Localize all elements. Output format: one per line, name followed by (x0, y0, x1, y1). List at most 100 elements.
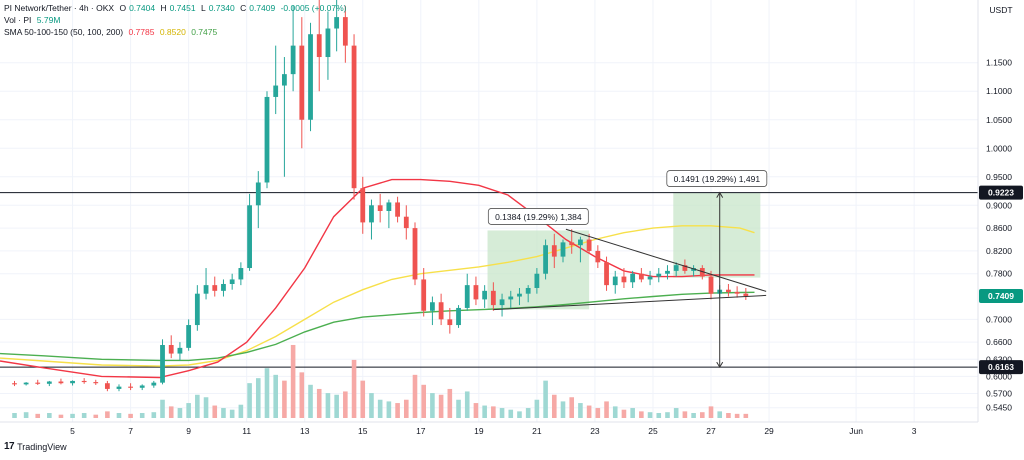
volume-bar (247, 383, 252, 418)
tradingview-icon: 17 (4, 441, 15, 452)
volume-bar (299, 372, 305, 418)
candle-body (456, 307, 461, 326)
candle-body (421, 279, 427, 311)
candle-body (699, 268, 705, 277)
candle-body (160, 345, 165, 383)
candle-body (708, 276, 714, 294)
price-tick-label: 0.6300 (986, 354, 1012, 364)
volume-bar (691, 413, 696, 418)
price-tick-label: 1.0500 (986, 115, 1012, 125)
candle-body (299, 45, 305, 120)
volume-bar (343, 391, 348, 418)
price-label-box (979, 360, 1023, 375)
candle-body (412, 228, 418, 280)
volume-bar (35, 413, 41, 418)
volume-bar (569, 397, 575, 418)
volume-bar (412, 374, 418, 418)
tradingview-logo[interactable]: 17 TradingView (4, 441, 67, 452)
candle-body (342, 17, 348, 46)
date-tick-label: 23 (590, 426, 600, 436)
candle-body (12, 383, 17, 385)
candle-body (203, 285, 209, 294)
candle-body (351, 45, 357, 189)
candle-body (386, 202, 392, 211)
volume-bar (647, 412, 653, 418)
volume-bar (386, 401, 392, 418)
annotation-text: 0.1384 (19.29%) 1,384 (495, 212, 582, 222)
price-tick-label: 1.1500 (986, 58, 1012, 68)
candle-body (647, 276, 653, 280)
candle-body (229, 279, 235, 284)
candle-body (638, 273, 644, 280)
price-axis[interactable]: USDT 1.1500 1.1000 1.0500 1.0000 0.9500 0.9000… (977, 0, 1013, 422)
volume-bar (255, 378, 261, 418)
volume-bar (560, 401, 566, 418)
candle-body (534, 273, 540, 288)
candle-body (482, 290, 488, 300)
candle-body (586, 239, 592, 251)
volume-bar (543, 380, 548, 418)
volume-bar (229, 409, 235, 418)
volume-bar (221, 408, 226, 418)
tradingview-brand: TradingView (17, 441, 67, 452)
candle-body (447, 319, 453, 326)
volume-bar (534, 399, 540, 418)
volume-bar (421, 384, 427, 418)
price-tick-label: 0.8200 (986, 246, 1012, 256)
volume-bars (12, 344, 749, 418)
legend-symbol[interactable]: PI Network/Tether · 4h · OKX (4, 3, 115, 13)
legend-sma: SMA 50-100-150 (50, 100, 200) 0.7785 0.8… (4, 26, 220, 38)
candle-body (264, 96, 270, 183)
annotation-text: 0.1491 (19.29%) 1,491 (674, 174, 761, 184)
volume-bar (395, 403, 400, 418)
legend-sma-label[interactable]: SMA 50-100-150 (50, 100, 200) (4, 27, 124, 37)
volume-bar (23, 412, 29, 418)
candle-body (116, 386, 122, 389)
candle-body (58, 381, 64, 384)
volume-bar (12, 413, 17, 418)
volume-bar (665, 412, 670, 418)
candle-body (673, 265, 679, 271)
price-tick-label: 1.0000 (986, 143, 1012, 153)
volume-bar (81, 413, 87, 418)
legend-vol-label[interactable]: Vol · PI (4, 15, 32, 25)
volume-bar (656, 413, 662, 418)
candle-body (665, 270, 670, 274)
price-tick-label: 1.1000 (986, 86, 1012, 96)
candle-body (23, 382, 29, 385)
volume-bar (282, 380, 287, 418)
arrow-down-icon (716, 361, 724, 369)
volume-bar (93, 414, 99, 418)
candle-body (604, 262, 609, 286)
volume-bar (360, 380, 366, 418)
price-label-text: 0.6163 (988, 362, 1014, 372)
price-tick-label: 0.6000 (986, 371, 1012, 381)
volume-bar (264, 368, 270, 418)
date-tick-label: 13 (300, 426, 310, 436)
volume-bar (186, 403, 191, 418)
legend-l-label: L (200, 3, 206, 13)
date-axis[interactable]: 5 7 9 11 13 15 17 19 21 23 25 27 29 Jun 3 (0, 421, 978, 436)
volume-bar (316, 388, 322, 418)
candle-body (403, 216, 409, 229)
arrow-up-icon (716, 191, 724, 198)
candle-body (221, 283, 226, 291)
candle-body (630, 273, 636, 283)
volume-bar (447, 388, 453, 418)
measure-zone (487, 230, 590, 310)
legend-vol-value: 5.79M (36, 15, 61, 25)
volume-bar (499, 408, 505, 418)
moving-averages (0, 178, 755, 379)
volume-bar (517, 411, 522, 418)
price-tick-label: 0.6600 (986, 337, 1012, 347)
candle-body (325, 28, 331, 58)
price-label-box (979, 185, 1023, 200)
trendline (565, 228, 767, 292)
volume-bar (238, 404, 244, 418)
candle-body (128, 386, 133, 388)
candle-body (612, 276, 618, 286)
legend-open: 0.7404 (129, 3, 156, 13)
volume-bar (212, 405, 218, 418)
